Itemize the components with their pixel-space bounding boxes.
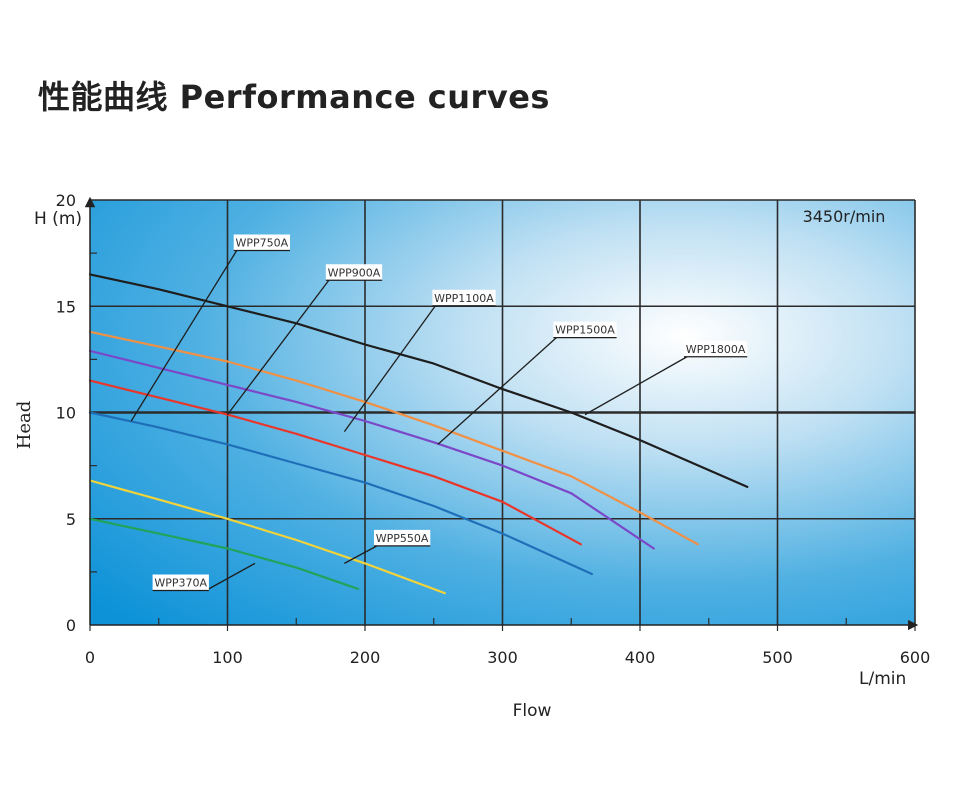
y-tick-label-5: 5 xyxy=(66,510,76,529)
leader-wpp1500a xyxy=(437,337,557,445)
x-tick-label-500: 500 xyxy=(762,648,793,667)
series-label-wpp1800a: WPP1800A xyxy=(686,343,746,356)
series-label-wpp900a: WPP900A xyxy=(328,266,381,279)
label-box-wpp1100a xyxy=(432,289,496,306)
series-label-wpp1100a: WPP1100A xyxy=(434,292,494,305)
leader-wpp1800a xyxy=(584,356,688,416)
series-line-wpp1800a xyxy=(88,273,749,488)
y-tick-label-0: 0 xyxy=(66,616,76,635)
series-label-wpp370a: WPP370A xyxy=(154,577,207,590)
y-tick-label-20: 20 xyxy=(56,191,76,210)
y-tick-labels: 0 5 10 15 20 xyxy=(56,191,76,635)
y-unit-label: H (m) xyxy=(34,209,82,229)
series-line-wpp900a xyxy=(88,379,583,546)
x-axis-title: Flow xyxy=(513,701,552,721)
leader-wpp750a xyxy=(130,250,238,422)
x-unit-label: L/min xyxy=(859,669,906,689)
x-tick-label-600: 600 xyxy=(900,648,931,667)
series-label-wpp550a: WPP550A xyxy=(376,532,429,545)
label-box-wpp900a xyxy=(325,264,383,281)
x-tick-label-0: 0 xyxy=(85,648,95,667)
label-box-wpp1500a xyxy=(553,321,617,338)
series-lines xyxy=(88,273,749,595)
x-tick-labels: 0 100 200 300 400 500 600 xyxy=(85,648,930,667)
label-leaders xyxy=(130,250,688,592)
series-line-wpp550a xyxy=(88,479,446,595)
series-label-wpp750a: WPP750A xyxy=(236,237,289,250)
x-tick-label-100: 100 xyxy=(212,648,243,667)
page-title: 性能曲线 Performance curves xyxy=(38,78,550,116)
y-tick-label-15: 15 xyxy=(56,297,76,316)
leader-wpp550a xyxy=(344,545,378,564)
series-line-wpp1100a xyxy=(88,349,655,550)
label-box-wpp750a xyxy=(233,234,291,251)
label-box-wpp1800a xyxy=(684,340,748,357)
series-line-wpp370a xyxy=(88,517,360,591)
series-line-wpp1500a xyxy=(88,330,699,546)
label-box-wpp550a xyxy=(373,529,431,546)
speed-annotation: 3450r/min xyxy=(803,207,886,226)
x-tick-label-300: 300 xyxy=(487,648,518,667)
leader-wpp900a xyxy=(226,279,330,416)
x-tick-label-200: 200 xyxy=(350,648,381,667)
leader-wpp370a xyxy=(205,562,256,592)
series-label-wpp1500a: WPP1500A xyxy=(555,324,615,337)
label-box-wpp370a xyxy=(152,574,209,591)
y-tick-label-10: 10 xyxy=(56,404,76,423)
x-tick-label-400: 400 xyxy=(625,648,656,667)
leader-wpp1100a xyxy=(343,305,436,433)
grid-lines xyxy=(90,199,916,625)
series-labels: WPP750A WPP900A WPP1100A WPP1500A WPP1800A WP… xyxy=(152,234,748,592)
series-line-wpp750a xyxy=(88,411,594,576)
y-axis-title: Head xyxy=(14,401,35,450)
